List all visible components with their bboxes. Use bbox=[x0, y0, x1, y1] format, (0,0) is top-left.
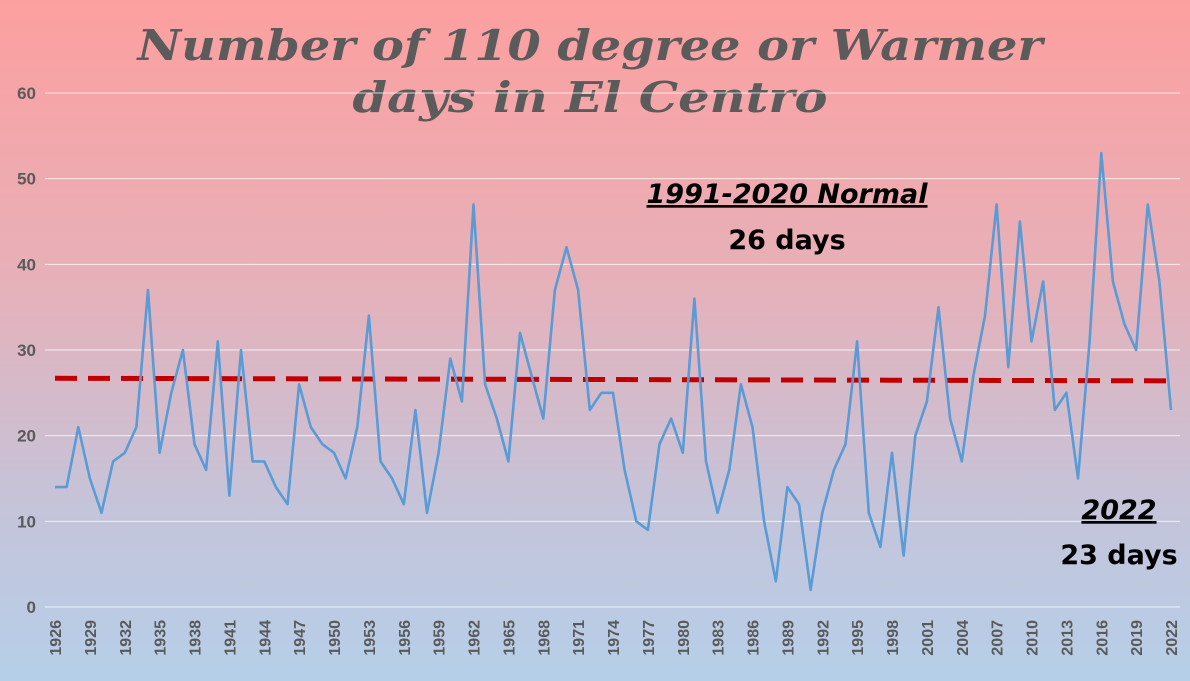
x-tick-label: 1956 bbox=[397, 620, 414, 656]
x-tick-label: 1959 bbox=[432, 620, 449, 656]
normal-reference-line bbox=[54, 375, 1172, 384]
x-tick-label: 2010 bbox=[1025, 620, 1042, 656]
y-tick-label: 0 bbox=[27, 598, 36, 617]
y-tick-label: 30 bbox=[17, 341, 36, 360]
x-axis-ticks: 1926 1929 1932 1935 1938 1941 1944 1947 1950 1953… bbox=[48, 620, 1181, 656]
x-tick-label: 2007 bbox=[990, 620, 1007, 656]
x-tick-label: 1974 bbox=[606, 620, 623, 656]
x-tick-label: 1947 bbox=[292, 620, 309, 656]
x-tick-label: 1950 bbox=[327, 620, 344, 656]
y-tick-label: 60 bbox=[17, 84, 36, 103]
chart-title-line-1: Number of 110 degree or Warmer bbox=[135, 21, 1046, 70]
x-tick-label: 1977 bbox=[641, 620, 658, 656]
chart-title-line-2: days in El Centro bbox=[353, 73, 828, 122]
x-tick-label: 1968 bbox=[536, 620, 553, 656]
x-tick-label: 2013 bbox=[1059, 620, 1076, 656]
normal-annotation-value: 26 days bbox=[728, 225, 845, 256]
x-tick-label: 1962 bbox=[467, 620, 484, 656]
x-tick-label: 1998 bbox=[885, 620, 902, 656]
x-tick-label: 2019 bbox=[1129, 620, 1146, 656]
latest-annotation-value: 23 days bbox=[1060, 540, 1177, 571]
x-tick-label: 1992 bbox=[815, 620, 832, 656]
x-tick-label: 1989 bbox=[780, 620, 797, 656]
x-tick-label: 1983 bbox=[711, 620, 728, 656]
x-tick-label: 1986 bbox=[746, 620, 763, 656]
x-tick-label: 1926 bbox=[48, 620, 65, 656]
x-tick-label: 2001 bbox=[920, 620, 937, 656]
x-tick-label: 2004 bbox=[955, 620, 972, 656]
x-tick-label: 1929 bbox=[83, 620, 100, 656]
x-tick-label: 1980 bbox=[676, 620, 693, 656]
x-tick-label: 1953 bbox=[362, 620, 379, 656]
latest-annotation-title: 2022 bbox=[1081, 495, 1156, 526]
y-tick-label: 40 bbox=[17, 255, 36, 274]
x-tick-label: 2016 bbox=[1094, 620, 1111, 656]
x-tick-label: 1944 bbox=[257, 620, 274, 656]
y-axis-ticks: 0 10 20 30 40 50 60 bbox=[17, 84, 36, 617]
normal-annotation-title: 1991-2020 Normal bbox=[647, 179, 929, 210]
x-tick-label: 1941 bbox=[222, 620, 239, 656]
x-tick-label: 1938 bbox=[188, 620, 205, 656]
x-tick-label: 1935 bbox=[153, 620, 170, 656]
x-tick-label: 1971 bbox=[571, 620, 588, 656]
series-line bbox=[55, 151, 1173, 592]
x-tick-label: 1932 bbox=[118, 620, 135, 656]
x-tick-label: 1965 bbox=[501, 620, 518, 656]
y-tick-label: 50 bbox=[17, 170, 36, 189]
x-tick-label: 1995 bbox=[850, 620, 867, 656]
y-tick-label: 20 bbox=[17, 427, 36, 446]
x-tick-label: 2022 bbox=[1164, 620, 1181, 656]
y-tick-label: 10 bbox=[17, 512, 36, 531]
